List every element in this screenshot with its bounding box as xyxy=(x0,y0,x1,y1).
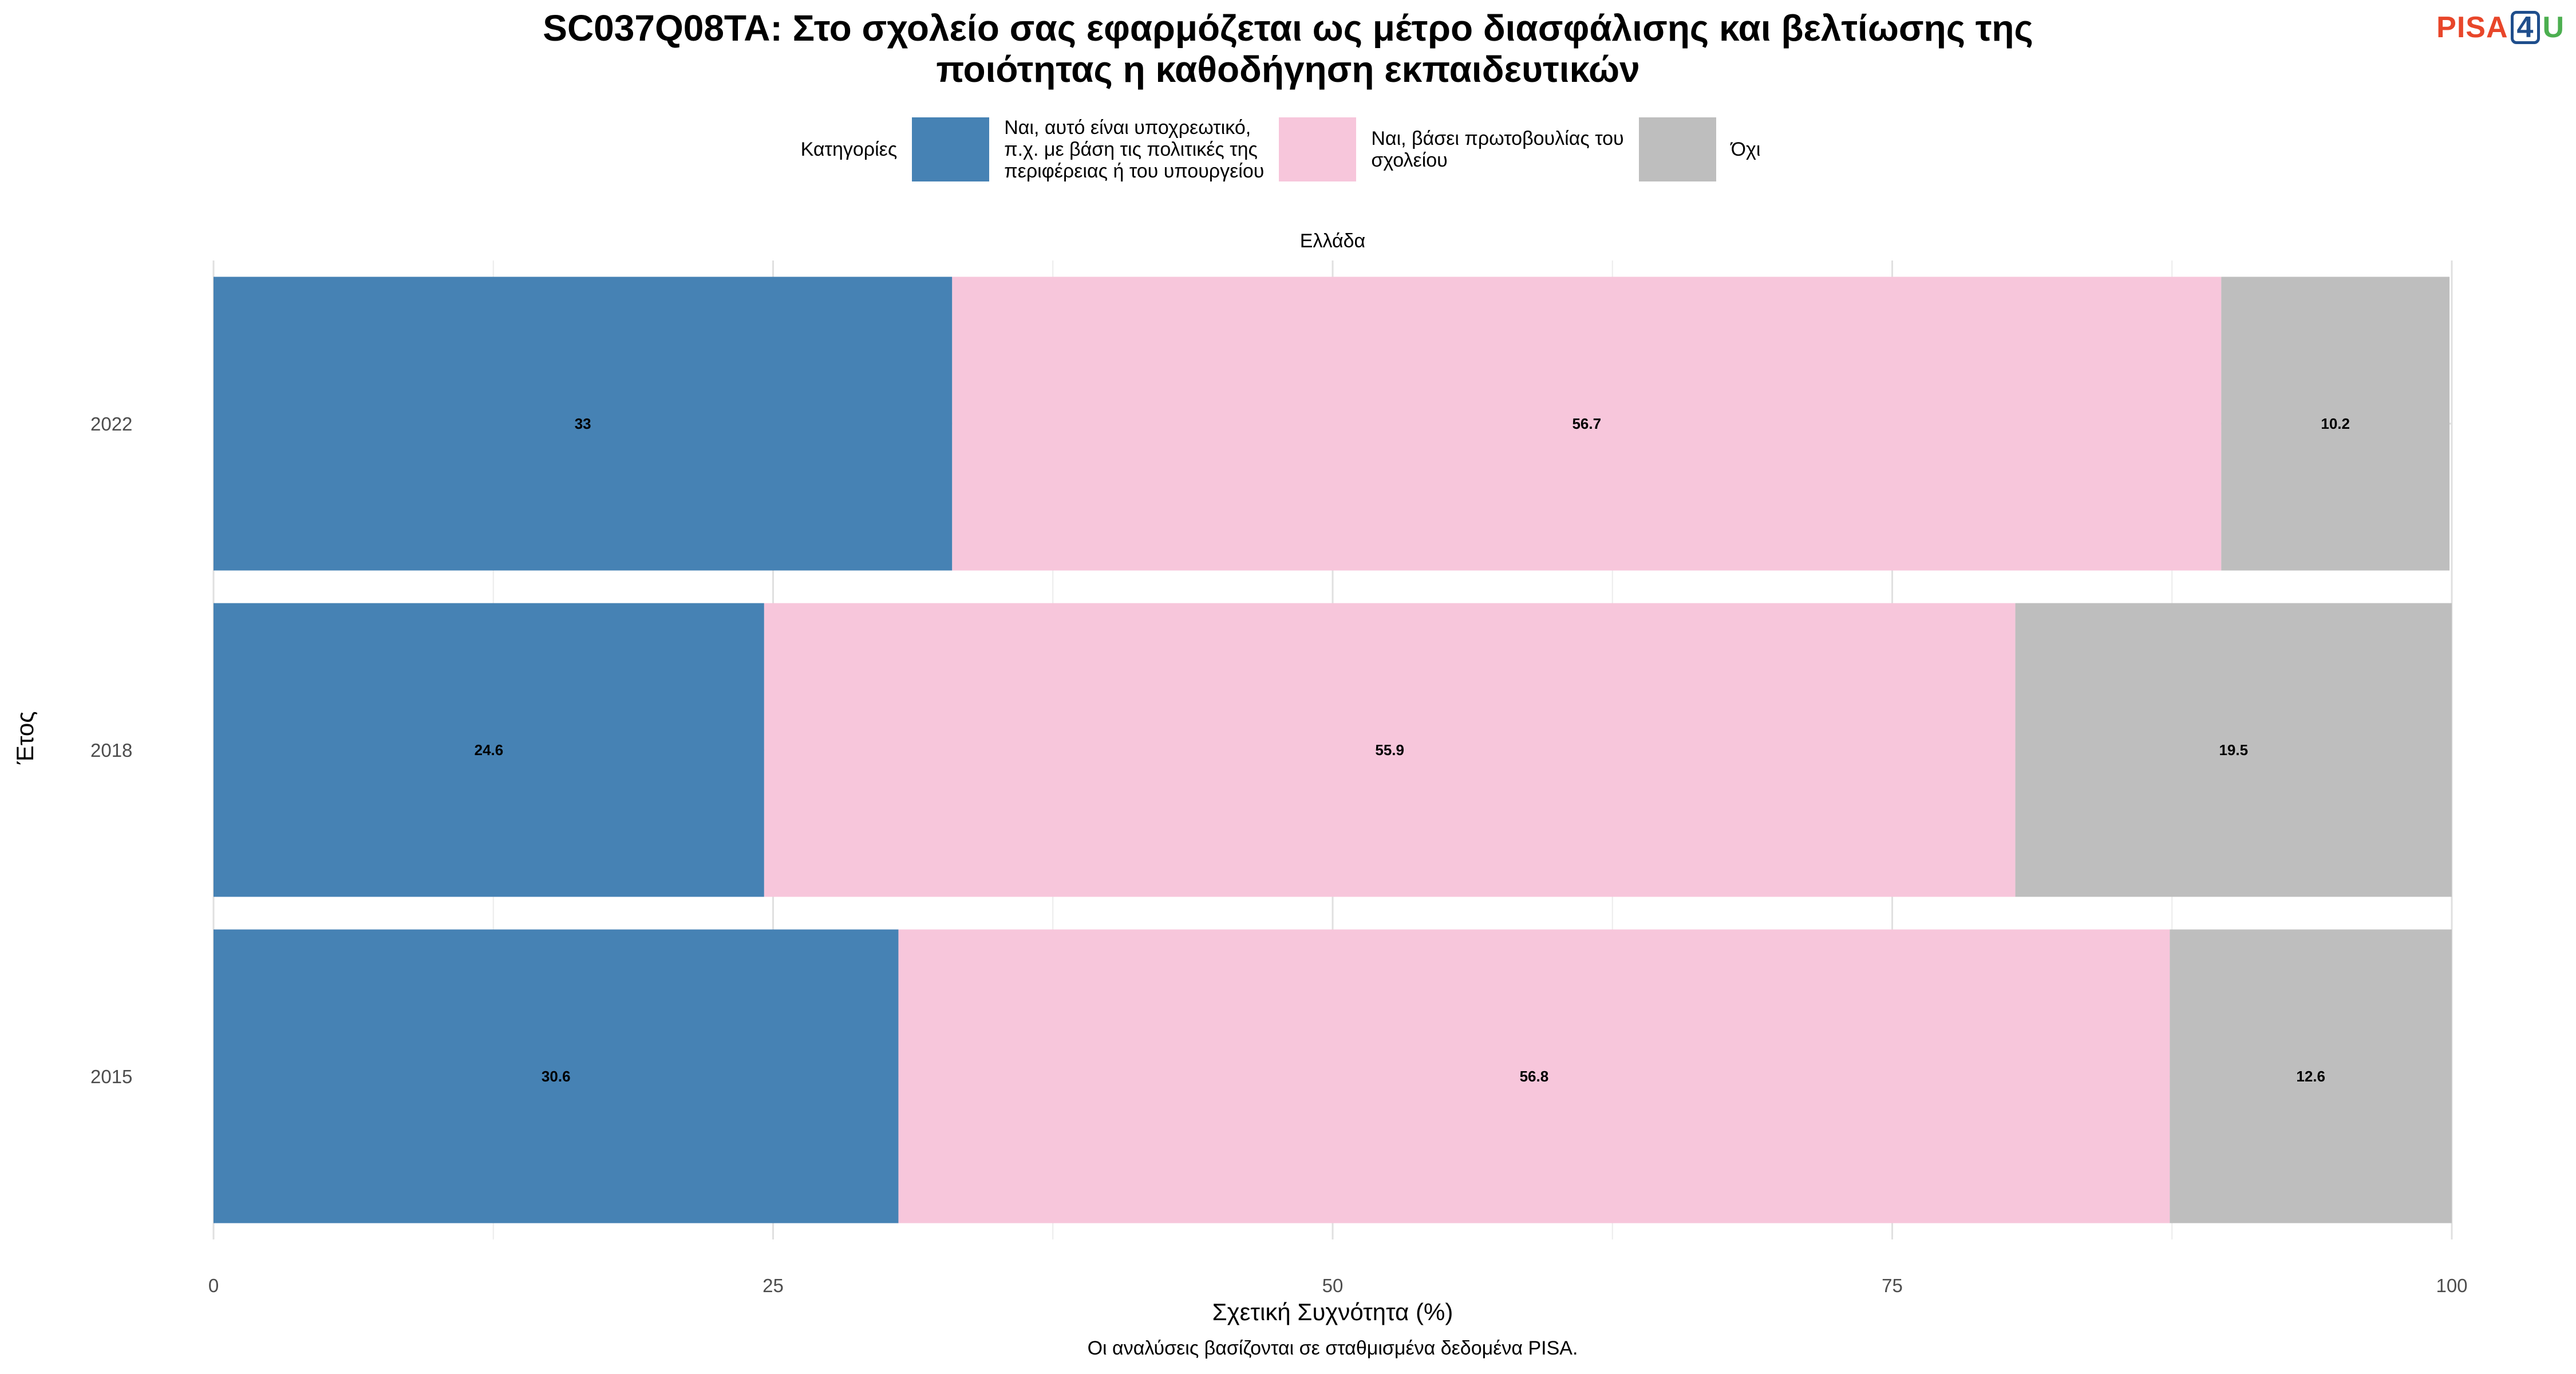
logo-u-text: U xyxy=(2542,11,2565,44)
bar-segment xyxy=(2015,603,2452,897)
legend-swatch-school-initiative xyxy=(1279,117,1357,181)
legend-item-mandatory: Ναι, αυτό είναι υποχρεωτικό, π.χ. με βάσ… xyxy=(912,117,1264,182)
x-axis-title: Σχετική Συχνότητα (%) xyxy=(1212,1298,1453,1325)
legend-swatch-mandatory xyxy=(912,117,990,181)
legend-label-no: Όχι xyxy=(1730,139,1761,160)
bar-segment xyxy=(952,277,2222,571)
legend-swatch-no xyxy=(1638,117,1716,181)
y-tick-label: 2018 xyxy=(90,740,132,761)
x-tick-label: 50 xyxy=(1322,1275,1344,1296)
chart-title-line-1: SC037Q08TA: Στο σχολείο σας εφαρμόζεται … xyxy=(543,7,2033,49)
data-label: 12.6 xyxy=(2296,1068,2325,1085)
chart-caption: Οι αναλύσεις βασίζονται σε σταθμισμένα δ… xyxy=(1087,1337,1578,1359)
legend-label-mandatory: Ναι, αυτό είναι υποχρεωτικό, π.χ. με βάσ… xyxy=(1004,117,1265,182)
data-label: 24.6 xyxy=(475,741,504,759)
data-label: 33 xyxy=(575,415,591,432)
bar-segment xyxy=(214,277,953,571)
x-tick-label: 100 xyxy=(2436,1275,2467,1296)
y-tick-label: 2022 xyxy=(90,413,132,435)
bar-segment xyxy=(764,603,2016,897)
chart-title-line-2: ποιότητας η καθοδήγηση εκπαιδευτικών xyxy=(936,49,1640,90)
x-tick-label: 25 xyxy=(762,1275,784,1296)
pisa4u-logo: PISA 4 U xyxy=(2436,10,2565,45)
legend-item-no: Όχι xyxy=(1638,117,1761,181)
data-label: 30.6 xyxy=(542,1068,571,1085)
legend-item-school-initiative: Ναι, βάσει πρωτοβουλίας του σχολείου xyxy=(1279,117,1624,181)
x-tick-label: 75 xyxy=(1882,1275,1903,1296)
bar-segment xyxy=(214,929,899,1223)
data-label: 10.2 xyxy=(2321,415,2350,432)
bar-segment xyxy=(898,929,2170,1223)
legend-label-school-initiative: Ναι, βάσει πρωτοβουλίας του σχολείου xyxy=(1371,128,1624,171)
legend-title: Κατηγορίες xyxy=(800,138,898,160)
bar-segment xyxy=(2170,929,2452,1223)
data-label: 55.9 xyxy=(1375,741,1404,759)
data-label: 56.8 xyxy=(1520,1068,1549,1085)
bar-segment xyxy=(214,603,764,897)
x-tick-label: 0 xyxy=(208,1275,219,1296)
bar-segment xyxy=(2221,277,2450,571)
logo-pisa-text: PISA xyxy=(2436,11,2508,44)
data-label: 19.5 xyxy=(2219,741,2248,759)
logo-four-text: 4 xyxy=(2510,11,2541,44)
data-label: 56.7 xyxy=(1572,415,1601,432)
y-axis-title: Έτος xyxy=(11,711,38,764)
facet-label: Ελλάδα xyxy=(1299,230,1366,252)
y-tick-label: 2015 xyxy=(90,1066,132,1087)
chart-legend: Κατηγορίες Ναι, αυτό είναι υποχρεωτικό, … xyxy=(0,117,2576,182)
